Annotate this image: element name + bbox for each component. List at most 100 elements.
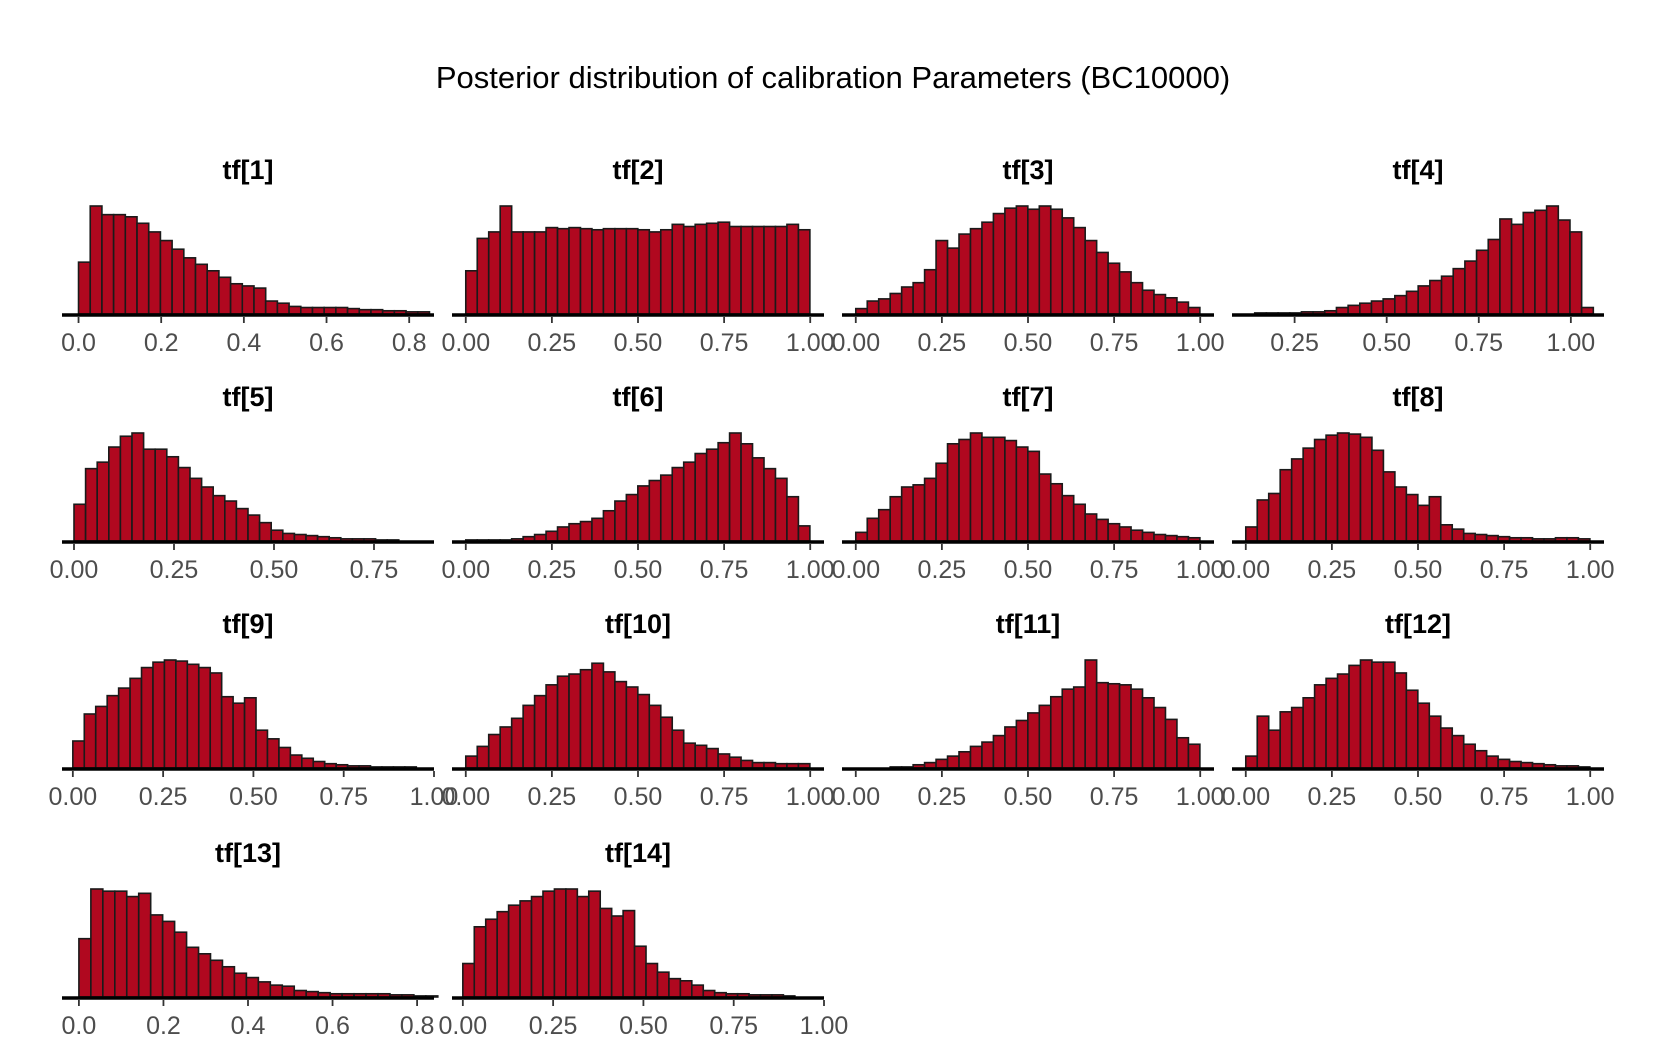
histogram-bar [786,223,800,315]
histogram-bar [591,662,605,769]
x-tick-label: 0.50 [614,329,663,357]
histogram-bar [1072,686,1086,769]
histogram-bar [119,435,133,542]
histogram-bar [923,761,937,769]
histogram-bar [175,660,189,769]
histogram-bar [255,729,269,769]
histogram-bar [1267,729,1281,769]
histogram-bar [335,306,349,315]
histogram-bar [152,661,166,769]
x-tick-label: 1.00 [1547,329,1596,357]
histogram-bar [245,976,260,998]
histogram-bar [763,761,777,769]
histogram-bar [866,300,880,315]
histogram-bar [556,675,570,769]
histogram-bar [648,704,662,769]
panel-title: tf[10] [605,609,671,639]
histogram-bar [1015,719,1029,769]
panel-title: tf[9] [223,609,274,639]
histogram-bar [142,448,157,542]
histogram-bar [610,915,624,998]
histogram-bar [106,694,120,769]
histogram-bar [1348,433,1362,542]
histogram-bar [229,282,244,315]
histogram-bar [981,741,995,769]
histogram-bar [659,228,674,315]
histogram-bar [171,248,185,315]
histogram-bar [235,507,249,542]
histogram-bar [900,286,914,315]
histogram-bar [131,432,145,542]
histogram-bar [705,448,719,542]
histogram-bar [464,755,479,769]
panel-title: tf[2] [613,155,664,185]
histogram-bar [301,757,315,769]
histogram-bar [72,740,86,769]
histogram-bar [1141,696,1155,769]
histogram-bar [981,436,995,542]
histogram-bar [625,493,639,542]
histogram-bar [1313,684,1327,769]
x-tick-label: 1.00 [410,783,459,811]
x-tick-label: 0.8 [392,329,427,357]
histogram-bar [209,959,224,998]
histogram-bar [969,227,983,315]
histogram-bar [969,745,983,769]
histogram-bar [740,442,754,542]
histogram-bar [774,477,788,542]
histogram-bar [1452,267,1466,315]
histogram-bar [751,457,765,542]
histogram-panel: tf[13] 0.0 0.2 0.4 0.6 0.8 [62,838,439,1040]
histogram-bar [1347,304,1361,315]
histogram-bar [1153,706,1167,769]
histogram-bar [197,952,212,998]
histogram-bar [487,231,501,315]
histogram-bar [266,738,280,769]
histogram-bar [140,666,154,769]
histogram-bar [476,745,490,769]
histogram-bar [311,306,325,315]
histogram-bar [992,436,1006,542]
histogram-bar [1534,209,1548,315]
x-tick-label: 0.75 [700,783,749,811]
histogram-bar [935,758,949,769]
histogram-bar [1049,208,1064,315]
histogram-bar [1290,458,1304,542]
histogram-bar [1545,205,1560,315]
histogram-bar [648,479,662,542]
x-tick-label: 0.00 [831,783,880,811]
histogram-bar [969,432,983,542]
histogram-bar [1522,211,1536,315]
x-tick-label: 1.00 [786,556,835,584]
histogram-bar [1474,749,1488,769]
x-tick-label: 1.00 [1176,556,1225,584]
x-tick-label: 0.50 [1004,329,1053,357]
histogram-panel: tf[9] 0.00 0.25 0.50 0.75 1.00 [48,609,458,811]
x-tick-label: 0.0 [62,1012,97,1040]
histogram-bar [1405,689,1419,769]
histogram-bar [473,925,487,998]
panel-title: tf[1] [223,155,274,185]
histogram-bar [981,221,995,315]
histogram-bar [533,231,547,315]
histogram-bar [173,931,188,998]
histogram-bar [305,534,319,542]
x-tick-label: 0.75 [1480,556,1529,584]
histogram-bar [1141,289,1155,315]
histogram-bar [112,213,127,315]
histogram-bar [185,946,200,998]
histogram-bar [625,227,639,315]
histogram-bar [1279,711,1293,769]
histogram-bar [1405,493,1419,542]
histogram-bar [1256,499,1270,542]
histogram-bar [1004,726,1018,769]
histogram-bar [288,305,302,315]
histogram-bar [1061,217,1075,315]
histogram-bar [1187,306,1201,315]
histogram-bar [1348,664,1362,769]
histogram-bar [1382,471,1396,542]
histogram-bar [257,981,272,998]
x-tick-label: 0.2 [144,329,179,357]
histogram-bar [614,680,628,769]
